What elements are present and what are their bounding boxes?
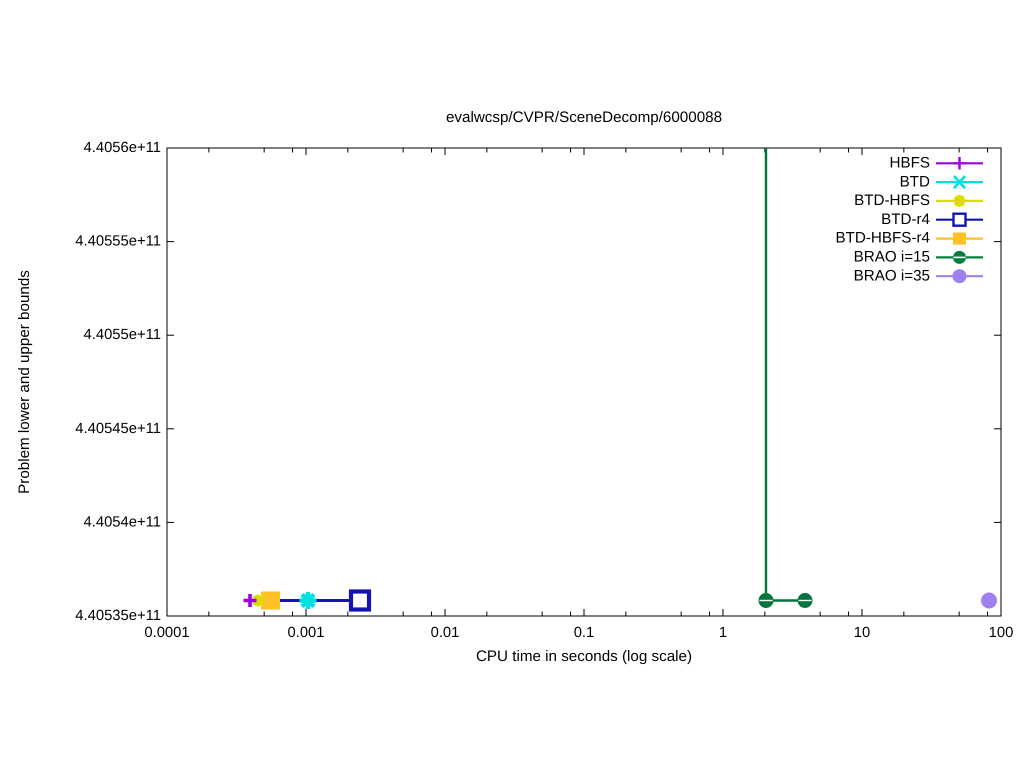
svg-text:BRAO i=35: BRAO i=35 bbox=[854, 267, 930, 284]
svg-text:HBFS: HBFS bbox=[889, 155, 930, 172]
svg-text:CPU time in seconds (log scale: CPU time in seconds (log scale) bbox=[476, 648, 692, 665]
svg-text:4.4055e+11: 4.4055e+11 bbox=[84, 327, 162, 343]
svg-text:evalwcsp/CVPR/SceneDecomp/6000: evalwcsp/CVPR/SceneDecomp/6000088 bbox=[446, 109, 722, 126]
svg-text:4.40535e+11: 4.40535e+11 bbox=[75, 608, 161, 624]
svg-text:0.1: 0.1 bbox=[574, 625, 595, 641]
svg-text:BRAO i=15: BRAO i=15 bbox=[854, 249, 930, 266]
svg-text:4.40555e+11: 4.40555e+11 bbox=[75, 234, 161, 250]
svg-text:4.4056e+11: 4.4056e+11 bbox=[84, 140, 162, 156]
svg-text:1: 1 bbox=[719, 625, 727, 641]
svg-text:Problem lower and upper bounds: Problem lower and upper bounds bbox=[16, 270, 33, 494]
svg-text:4.4054e+11: 4.4054e+11 bbox=[84, 514, 162, 530]
svg-text:0.0001: 0.0001 bbox=[144, 625, 189, 641]
svg-text:BTD: BTD bbox=[900, 173, 930, 190]
svg-text:10: 10 bbox=[854, 625, 870, 641]
svg-text:BTD-HBFS-r4: BTD-HBFS-r4 bbox=[836, 230, 931, 247]
svg-text:BTD-HBFS: BTD-HBFS bbox=[854, 192, 930, 209]
svg-text:0.001: 0.001 bbox=[287, 625, 324, 641]
svg-text:BTD-r4: BTD-r4 bbox=[881, 211, 930, 228]
svg-text:4.40545e+11: 4.40545e+11 bbox=[75, 421, 161, 437]
svg-text:0.01: 0.01 bbox=[431, 625, 460, 641]
svg-text:100: 100 bbox=[989, 625, 1014, 641]
